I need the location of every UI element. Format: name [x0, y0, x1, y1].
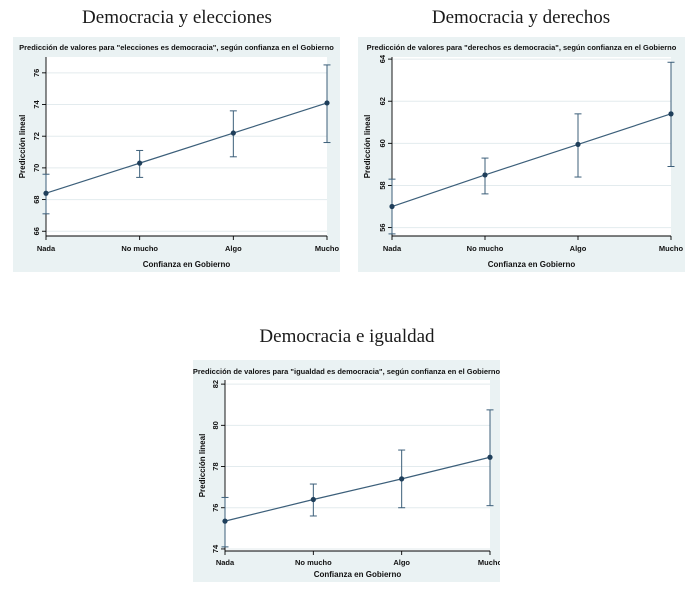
y-tick-label: 80 — [211, 421, 220, 429]
data-point — [575, 141, 581, 147]
heading-derechos: Democracia y derechos — [431, 7, 611, 28]
heading-elecciones: Democracia y elecciones — [82, 7, 272, 28]
series-line — [224, 456, 491, 522]
y-axis-label: Predicción lineal — [18, 115, 27, 179]
x-tick-label: Mucho — [478, 558, 500, 567]
chart-svg: Predicción de valores para "elecciones e… — [18, 43, 340, 269]
data-point — [668, 111, 674, 117]
chart-derechos: Predicción de valores para "derechos es … — [358, 37, 685, 272]
series-line — [391, 113, 672, 208]
y-tick-label: 82 — [211, 380, 220, 388]
chart-title: Predicción de valores para "derechos es … — [367, 43, 677, 52]
x-tick-label: Algo — [570, 244, 587, 253]
x-tick-label: Mucho — [315, 244, 340, 253]
x-tick-label: Nada — [216, 558, 235, 567]
y-tick-label: 56 — [378, 223, 387, 231]
y-tick-label: 58 — [378, 181, 387, 189]
chart-svg: Predicción de valores para "derechos es … — [363, 43, 684, 269]
data-point — [43, 190, 49, 196]
heading-igualdad: Democracia e igualdad — [259, 326, 435, 347]
y-tick-label: 64 — [378, 54, 387, 63]
x-tick-label: Nada — [383, 244, 402, 253]
x-axis-label: Confianza en Gobierno — [314, 570, 402, 579]
plot-area — [225, 380, 490, 551]
data-point — [487, 454, 493, 460]
y-tick-label: 76 — [211, 504, 220, 512]
x-tick-label: Mucho — [659, 244, 684, 253]
y-tick-label: 74 — [211, 544, 220, 553]
y-tick-label: 76 — [32, 69, 41, 77]
chart-title: Predicción de valores para "elecciones e… — [19, 43, 334, 52]
data-point — [230, 130, 236, 136]
x-axis-label: Confianza en Gobierno — [488, 260, 576, 269]
x-tick-label: Nada — [37, 244, 56, 253]
y-tick-label: 60 — [378, 139, 387, 147]
data-point — [389, 203, 395, 210]
x-tick-label: No mucho — [121, 244, 158, 253]
data-point — [324, 100, 330, 106]
plot-area — [46, 57, 327, 236]
chart-igualdad: Predicción de valores para "igualdad es … — [193, 360, 500, 582]
chart-svg: Predicción de valores para "igualdad es … — [193, 367, 500, 579]
y-tick-label: 74 — [32, 100, 41, 109]
chart-elecciones: Predicción de valores para "elecciones e… — [13, 37, 340, 272]
x-axis-label: Confianza en Gobierno — [143, 260, 231, 269]
data-point — [399, 476, 405, 482]
y-tick-label: 70 — [32, 164, 41, 172]
y-axis-label: Predicción lineal — [363, 115, 372, 179]
x-tick-label: No mucho — [467, 244, 504, 253]
data-point — [310, 496, 316, 503]
series-line — [45, 102, 328, 194]
x-tick-label: No mucho — [295, 558, 332, 567]
plot-area — [392, 57, 671, 236]
data-point — [482, 172, 488, 178]
x-tick-label: Algo — [393, 558, 410, 567]
chart-title: Predicción de valores para "igualdad es … — [193, 367, 500, 376]
y-tick-label: 72 — [32, 132, 41, 140]
y-tick-label: 78 — [211, 462, 220, 470]
data-point — [137, 160, 143, 166]
y-tick-label: 66 — [32, 227, 41, 235]
x-tick-label: Algo — [225, 244, 242, 253]
y-axis-label: Predicción lineal — [198, 434, 207, 498]
y-tick-label: 62 — [378, 97, 387, 105]
data-point — [222, 518, 228, 524]
y-tick-label: 68 — [32, 195, 41, 203]
